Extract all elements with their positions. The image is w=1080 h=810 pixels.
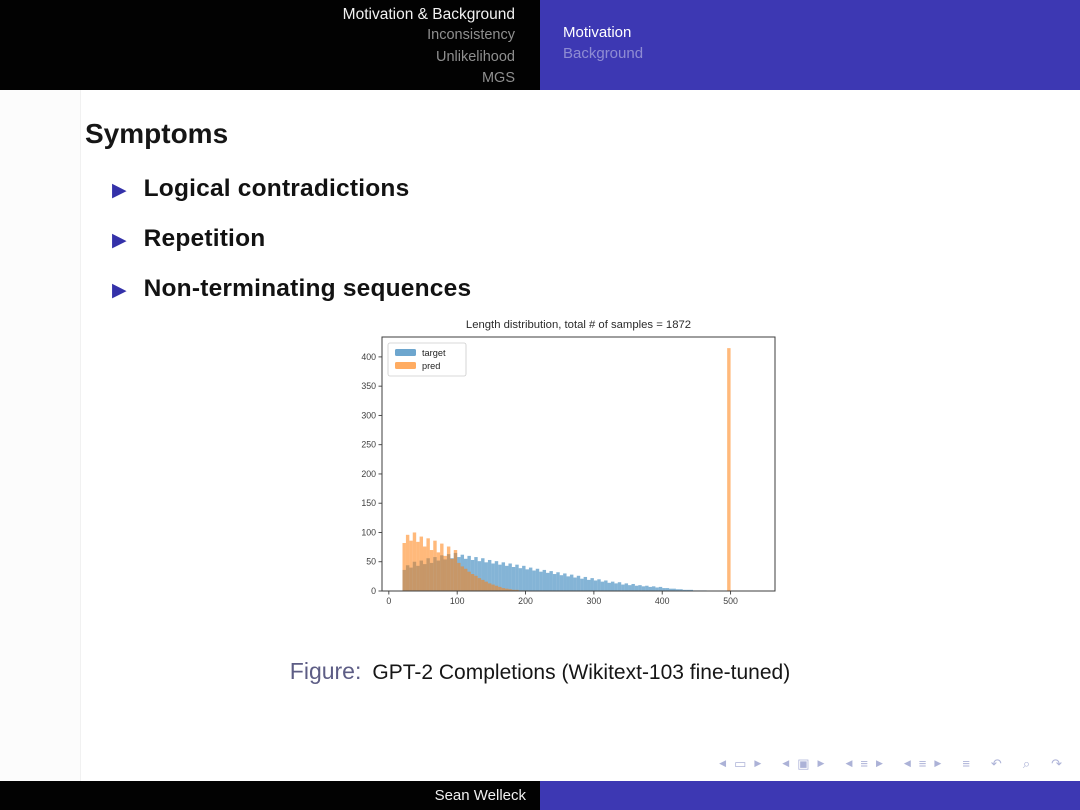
back-icon[interactable]: ↶: [990, 755, 1002, 771]
prev-slide-icon[interactable]: ◀: [719, 757, 727, 768]
svg-text:Length distribution, total # o: Length distribution, total # of samples …: [466, 319, 691, 331]
next-slide-icon[interactable]: ▶: [754, 757, 762, 768]
svg-text:400: 400: [361, 352, 376, 362]
prev-subsection-icon[interactable]: ◀: [845, 757, 853, 768]
bullet-item: ▶ Repetition: [112, 214, 471, 264]
svg-text:pred: pred: [422, 361, 440, 371]
triangle-bullet-icon: ▶: [112, 279, 127, 301]
svg-text:500: 500: [723, 596, 738, 606]
header-bar: Motivation & Background Inconsistency Unl…: [0, 0, 1080, 90]
header-section-item[interactable]: Inconsistency: [427, 27, 515, 43]
svg-text:100: 100: [361, 527, 376, 537]
header-subsection-list: Motivation Background: [563, 22, 1080, 64]
subsection-icon[interactable]: ≡: [860, 755, 868, 771]
header-subsection-area: Motivation Background: [540, 0, 1080, 90]
svg-text:150: 150: [361, 498, 376, 508]
header-section-title[interactable]: Motivation & Background: [342, 6, 515, 23]
beamer-navigation-bar: ◀ ▭ ▶ ◀ ▣ ▶ ◀ ≡ ▶ ◀ ≡ ▶ ≡ ↶ ⌕ ↷: [719, 751, 1062, 775]
svg-text:300: 300: [361, 410, 376, 420]
footer-author: Sean Welleck: [434, 787, 526, 804]
frame-icon[interactable]: ▣: [797, 755, 810, 771]
triangle-bullet-icon: ▶: [112, 179, 127, 201]
bullet-text: Logical contradictions: [143, 175, 410, 202]
footer-author-area: Sean Welleck: [0, 781, 540, 810]
svg-text:200: 200: [361, 469, 376, 479]
svg-text:350: 350: [361, 381, 376, 391]
svg-text:400: 400: [655, 596, 670, 606]
bullet-text: Non-terminating sequences: [143, 275, 472, 302]
svg-text:250: 250: [361, 440, 376, 450]
figure-caption-text: GPT-2 Completions (Wikitext-103 fine-tun…: [372, 661, 791, 684]
slide-left-margin: [0, 90, 81, 781]
header-section-title-area: Motivation & Background Inconsistency Unl…: [0, 0, 540, 90]
prev-frame-icon[interactable]: ◀: [782, 757, 790, 768]
next-section-icon[interactable]: ▶: [934, 757, 942, 768]
bullet-item: ▶ Non-terminating sequences: [112, 264, 471, 314]
bullet-item: ▶ Logical contradictions: [112, 164, 471, 214]
appendix-icon[interactable]: ≡: [962, 755, 970, 771]
svg-text:300: 300: [587, 596, 602, 606]
header-subsection-item[interactable]: Background: [563, 45, 644, 62]
svg-text:200: 200: [518, 596, 533, 606]
svg-text:50: 50: [366, 557, 376, 567]
chart-figure: 0 100 200 300 400 500 0 50 100 150 200 250 300 350 400…: [357, 315, 787, 607]
triangle-bullet-icon: ▶: [112, 229, 127, 251]
slide-icon[interactable]: ▭: [734, 755, 747, 771]
bullet-list: ▶ Logical contradictions ▶ Repetition ▶ Non-t…: [112, 164, 471, 314]
find-icon[interactable]: ⌕: [1022, 755, 1031, 771]
header-section-item[interactable]: MGS: [481, 70, 515, 86]
footer-blue-area: [540, 781, 1080, 810]
slide-title: Symptoms: [85, 118, 229, 149]
header-section-list: Inconsistency Unlikelihood MGS: [427, 25, 515, 90]
figure-caption: Figure: GPT-2 Completions (Wikitext-103 …: [0, 658, 1080, 685]
figure-caption-label: Figure:: [289, 658, 362, 684]
next-frame-icon[interactable]: ▶: [817, 757, 825, 768]
header-section-item[interactable]: Unlikelihood: [436, 48, 515, 65]
svg-text:0: 0: [371, 586, 376, 596]
section-icon[interactable]: ≡: [918, 755, 927, 771]
next-subsection-icon[interactable]: ▶: [875, 757, 883, 768]
svg-text:target: target: [422, 348, 446, 358]
prev-section-icon[interactable]: ◀: [903, 757, 911, 768]
header-subsection-item[interactable]: Motivation: [563, 24, 632, 41]
forward-icon[interactable]: ↷: [1051, 755, 1062, 771]
footer-bar: Sean Welleck: [0, 781, 1080, 810]
svg-text:0: 0: [386, 596, 391, 606]
svg-text:100: 100: [450, 596, 465, 606]
bullet-text: Repetition: [143, 225, 266, 252]
length-histogram: 0 100 200 300 400 500 0 50 100 150 200 250 300 350 400…: [361, 319, 776, 606]
